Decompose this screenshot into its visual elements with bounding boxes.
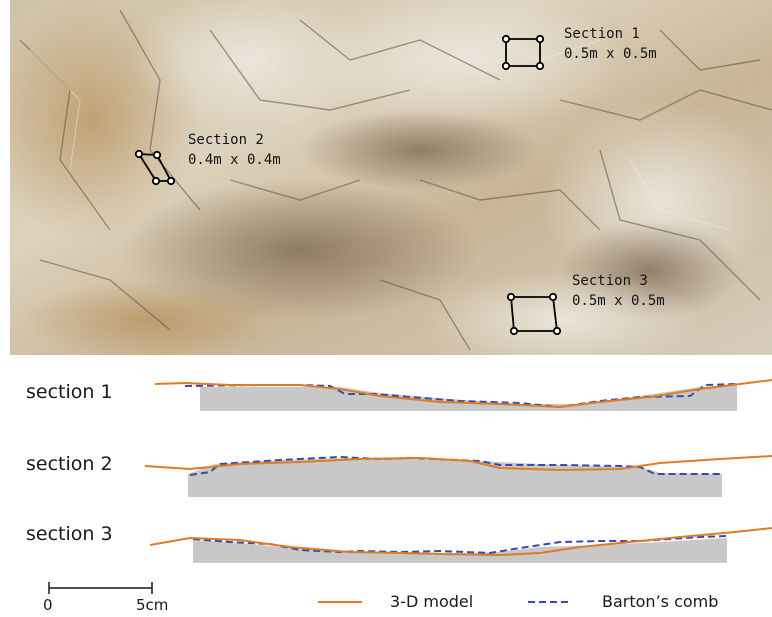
profile-3 [149,527,772,563]
section-1-marker [501,34,545,71]
section-1-size: 0.5m x 0.5m [564,46,657,62]
profile-2-base [188,458,722,497]
section-1-label: Section 1 [564,26,640,42]
scale-bar-end-label: 5cm [136,596,168,614]
profile-2-label: section 2 [26,453,113,475]
profile-1 [154,379,772,411]
section-3-marker [506,292,562,336]
profile-3-3d-model [149,527,772,557]
profile-3-base [193,538,727,563]
legend: 3-D model Barton’s comb [318,592,718,611]
section-3-label: Section 3 [572,273,648,289]
section-2-marker [134,149,176,186]
profile-2-3d-model [144,455,772,472]
legend-3d-model-label: 3-D model [390,592,473,611]
profile-1-label: section 1 [26,381,113,403]
profile-3-barton-comb [192,535,728,555]
profile-1-3d-model [154,379,772,409]
section-2-size: 0.4m x 0.4m [188,152,281,168]
scale-bar-start-label: 0 [43,596,53,614]
legend-barton-comb-label: Barton’s comb [602,592,718,611]
section-3-size: 0.5m x 0.5m [572,293,665,309]
rock-outcrop-photo [10,0,772,355]
section-2-label: Section 2 [188,132,264,148]
profile-2 [144,455,772,497]
scale-bar [48,582,153,594]
profile-1-base [200,385,737,411]
profile-3-label: section 3 [26,523,113,545]
